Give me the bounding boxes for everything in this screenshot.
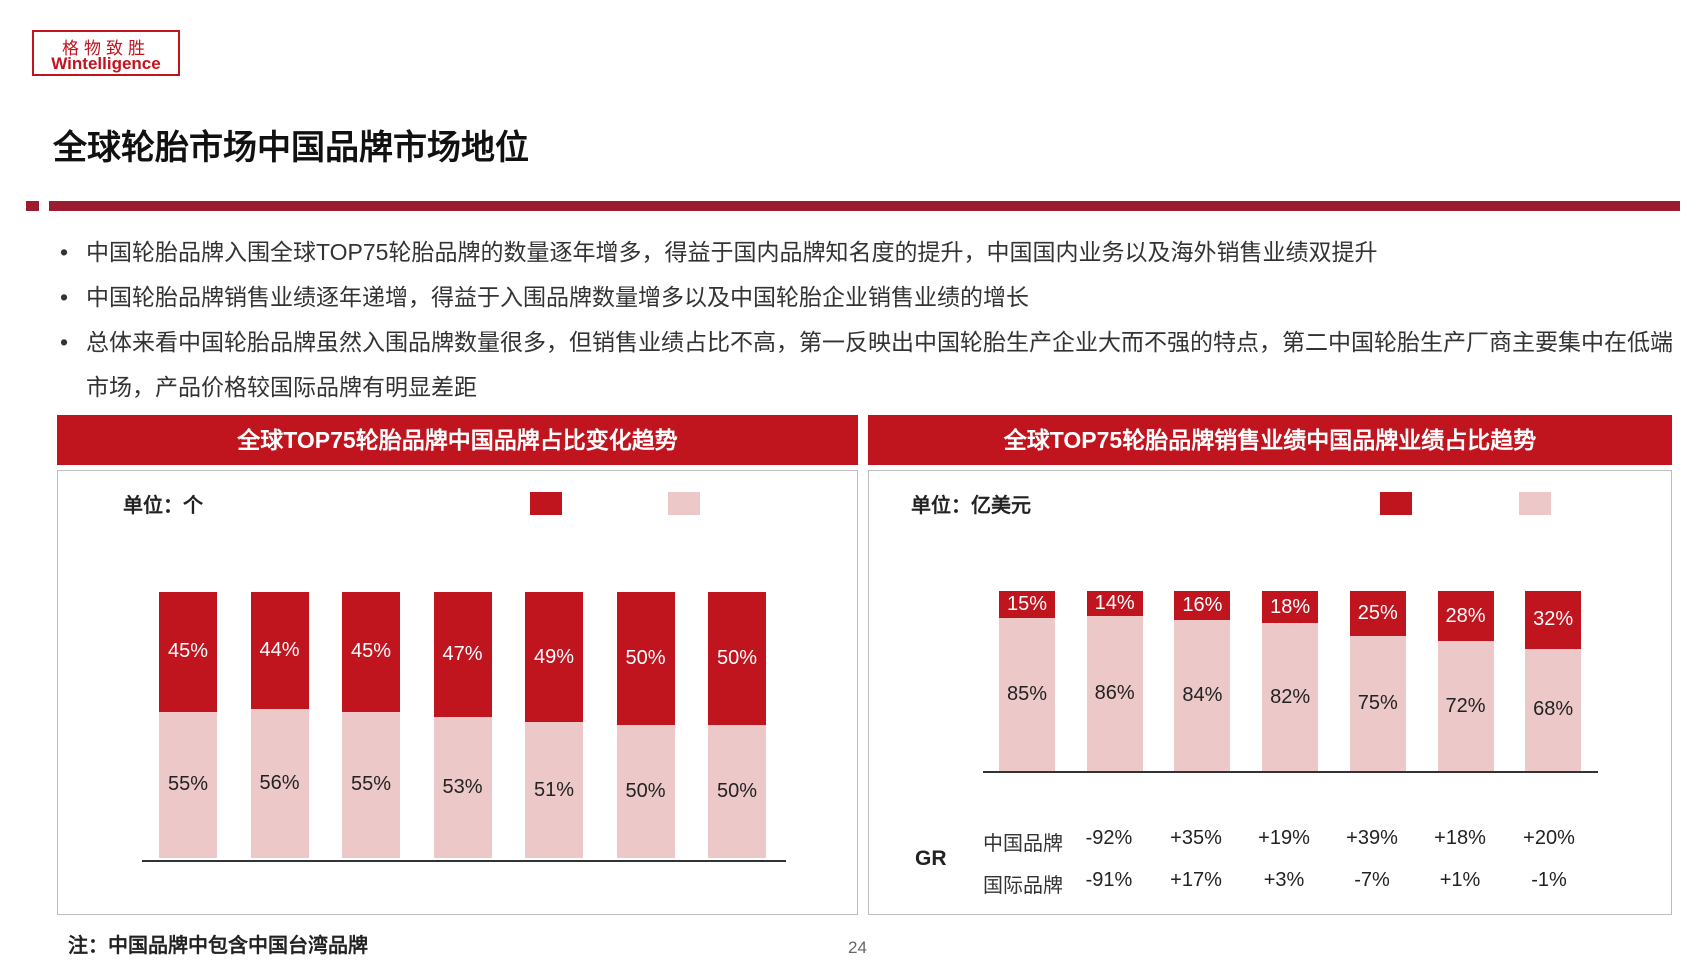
right-chart-bar: 15% 85% — [999, 591, 1055, 771]
left-chart-bar: 50% 50% — [708, 592, 766, 858]
bullet-text: 总体来看中国轮胎品牌虽然入围品牌数量很多，但销售业绩占比不高，第一反映出中国轮胎… — [86, 329, 1673, 400]
left-chart-segment-international: 55% — [342, 711, 400, 858]
left-chart-segment-china: 44% — [250, 592, 309, 710]
left-chart-segment-china: 45% — [342, 592, 400, 712]
right-chart-segment-international: 72% — [1437, 641, 1494, 771]
left-chart-segment-international: 53% — [433, 717, 492, 858]
right-legend-swatch-international — [1519, 492, 1551, 515]
title-rule-marker — [26, 201, 39, 211]
growth-rate-value: -92% — [1085, 827, 1133, 849]
left-chart-title: 全球TOP75轮胎品牌中国品牌占比变化趋势 — [57, 415, 858, 465]
growth-rate-value: +18% — [1434, 827, 1486, 849]
right-chart-segment-international: 85% — [999, 618, 1055, 771]
left-chart-bar: 45% 55% — [159, 592, 217, 858]
growth-rate-value: +20% — [1523, 827, 1575, 849]
left-chart-panel: 单位：个 45% 55% 44% 56% 45% 55% 47% 53% 49% 51% 50% 50… — [57, 470, 858, 915]
right-chart-segment-china: 25% — [1349, 591, 1406, 636]
left-chart-segment-china: 49% — [525, 592, 583, 723]
growth-rate-label: GR — [915, 847, 947, 870]
right-chart-bar: 18% 82% — [1262, 591, 1319, 771]
page-number: 24 — [848, 938, 867, 957]
left-chart-segment-china: 50% — [708, 592, 766, 725]
right-chart-bar: 16% 84% — [1174, 591, 1231, 771]
left-chart-segment-china: 50% — [616, 592, 675, 725]
bullet-item: • 中国轮胎品牌入围全球TOP75轮胎品牌的数量逐年增多，得益于国内品牌知名度的提… — [56, 230, 1676, 275]
bullet-text: 中国轮胎品牌入围全球TOP75轮胎品牌的数量逐年增多，得益于国内品牌知名度的提升… — [86, 239, 1378, 265]
growth-rate-value: +39% — [1346, 827, 1398, 849]
right-chart-bar: 32% 68% — [1525, 591, 1582, 771]
left-chart-bar: 44% 56% — [250, 592, 309, 858]
bullet-text: 中国轮胎品牌销售业绩逐年递增，得益于入围品牌数量增多以及中国轮胎企业销售业绩的增… — [86, 284, 1029, 310]
page-title: 全球轮胎市场中国品牌市场地位 — [53, 129, 529, 167]
left-chart-unit: 单位：个 — [123, 495, 203, 517]
bullet-item: • 总体来看中国轮胎品牌虽然入围品牌数量很多，但销售业绩占比不高，第一反映出中国轮… — [56, 320, 1676, 410]
title-rule — [49, 201, 1680, 211]
left-legend-swatch-international — [668, 492, 700, 515]
growth-rate-value: -7% — [1354, 869, 1390, 891]
left-chart-segment-china: 47% — [433, 592, 492, 718]
right-chart-segment-china: 32% — [1525, 591, 1582, 649]
left-chart-x-axis — [142, 860, 786, 862]
left-chart-bar: 47% 53% — [433, 592, 492, 858]
right-chart-unit: 单位：亿美元 — [911, 495, 1031, 517]
growth-rate-value: +1% — [1439, 869, 1481, 891]
right-chart-segment-china: 28% — [1437, 591, 1494, 642]
left-chart-segment-china: 45% — [159, 592, 217, 712]
footnote: 注：中国品牌中包含中国台湾品牌 — [68, 935, 368, 957]
growth-rate-value: -91% — [1085, 869, 1133, 891]
logo-english-text: Wintelligence — [51, 54, 161, 73]
right-chart-x-axis — [983, 771, 1598, 773]
logo-chinese-text: 格物致胜 — [62, 39, 150, 59]
right-chart-segment-china: 14% — [1086, 591, 1143, 617]
right-chart-bar: 14% 86% — [1086, 591, 1143, 771]
left-chart-segment-international: 50% — [616, 725, 675, 858]
growth-rate-value: +17% — [1170, 869, 1222, 891]
growth-rate-row-label-international: 国际品牌 — [983, 875, 1063, 897]
left-legend-swatch-china — [530, 492, 562, 515]
left-chart-bar: 49% 51% — [525, 592, 583, 858]
left-chart-segment-international: 55% — [159, 711, 217, 858]
right-legend-swatch-china — [1380, 492, 1412, 515]
right-chart-segment-china: 18% — [1262, 591, 1319, 624]
right-chart-segment-international: 75% — [1349, 636, 1406, 771]
left-chart-bar: 50% 50% — [616, 592, 675, 858]
right-chart-segment-international: 82% — [1262, 623, 1319, 771]
right-chart-segment-international: 84% — [1174, 619, 1231, 771]
right-chart-segment-china: 16% — [1174, 591, 1231, 620]
growth-rate-value: +19% — [1258, 827, 1310, 849]
bullet-dot: • — [60, 239, 69, 265]
right-chart-segment-international: 86% — [1086, 616, 1143, 771]
right-chart-title: 全球TOP75轮胎品牌销售业绩中国品牌业绩占比趋势 — [868, 415, 1672, 465]
growth-rate-value: +35% — [1170, 827, 1222, 849]
left-chart-segment-international: 50% — [708, 725, 766, 858]
right-chart-segment-international: 68% — [1525, 648, 1582, 771]
growth-rate-row-label-china: 中国品牌 — [983, 833, 1063, 855]
right-chart-panel: 单位：亿美元 15% 85% 14% 86% 16% 84% 18% 82% 25% 75% 28%… — [868, 470, 1672, 915]
right-chart-bar: 25% 75% — [1349, 591, 1406, 771]
bullet-dot: • — [60, 284, 69, 310]
left-chart-segment-international: 56% — [250, 709, 309, 858]
right-chart-segment-china: 15% — [999, 591, 1055, 618]
left-chart-segment-international: 51% — [525, 722, 583, 858]
growth-rate-value: +3% — [1263, 869, 1305, 891]
growth-rate-value: -1% — [1531, 869, 1567, 891]
left-chart-bar: 45% 55% — [342, 592, 400, 858]
bullet-dot: • — [60, 329, 69, 355]
right-chart-bar: 28% 72% — [1437, 591, 1494, 771]
company-logo: 格物致胜 Wintelligence — [32, 30, 180, 76]
bullet-list: • 中国轮胎品牌入围全球TOP75轮胎品牌的数量逐年增多，得益于国内品牌知名度的提… — [56, 230, 1676, 410]
bullet-item: • 中国轮胎品牌销售业绩逐年递增，得益于入围品牌数量增多以及中国轮胎企业销售业绩的… — [56, 275, 1676, 320]
